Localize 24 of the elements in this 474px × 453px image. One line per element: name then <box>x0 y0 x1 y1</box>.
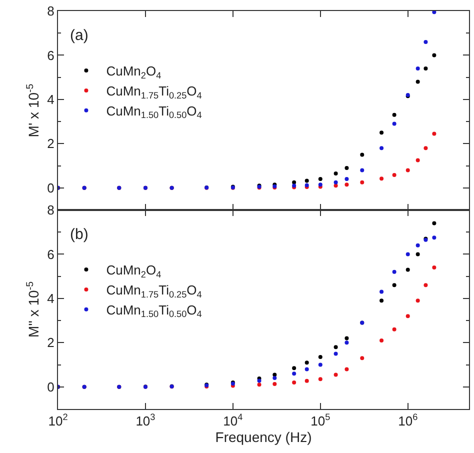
y-tick-label: 8 <box>47 202 54 218</box>
x-tick-label: 10$^{2}$ <box>48 412 68 429</box>
legend-label: CuMn$_{1.75}$Ti$_{0.25}$O$_{4}$ <box>106 84 202 100</box>
y-tick-label: 8 <box>47 4 54 19</box>
x-axis-title: Frequency (Hz) <box>215 429 312 445</box>
legend-label: CuMn$_{2}$O$_{4}$ <box>106 64 162 80</box>
y-tick-label: 2 <box>47 136 54 152</box>
x-tick-label: 10$^{4}$ <box>223 412 243 429</box>
x-tick-label: 10$^{5}$ <box>310 412 330 429</box>
y-tick-label: 0 <box>47 379 54 394</box>
y-tick-label: 6 <box>47 48 54 63</box>
annotation: (a) <box>70 27 88 44</box>
y-tick-label: 6 <box>47 246 54 262</box>
y-tick-label: 2 <box>47 335 54 350</box>
legend-label: CuMn$_{1.50}$Ti$_{0.50}$O$_{4}$ <box>106 103 202 120</box>
y-tick-label: 0 <box>47 180 54 196</box>
annotation: (b) <box>70 226 88 243</box>
x-tick-label: 10$^{6}$ <box>398 412 418 429</box>
legend-label: CuMn$_{1.75}$Ti$_{0.25}$O$_{4}$ <box>106 282 202 300</box>
legend-label: CuMn$_{2}$O$_{4}$ <box>106 262 162 280</box>
legend-label: CuMn$_{1.50}$Ti$_{0.50}$O$_{4}$ <box>106 302 202 320</box>
y-tick-label: 4 <box>47 290 54 306</box>
x-tick-label: 10$^{3}$ <box>136 412 156 429</box>
y-tick-label: 4 <box>47 92 54 107</box>
